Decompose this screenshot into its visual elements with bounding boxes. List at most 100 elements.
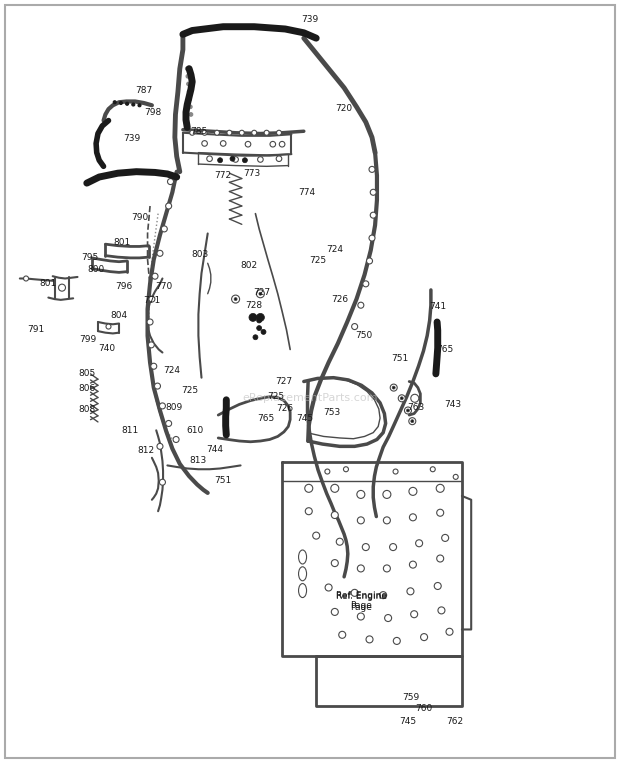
Text: 771: 771: [143, 296, 161, 305]
Circle shape: [159, 479, 166, 485]
Text: 741: 741: [429, 302, 446, 311]
Circle shape: [312, 532, 320, 539]
Text: Page: Page: [350, 601, 373, 610]
Text: Ref. Engine: Ref. Engine: [336, 592, 387, 601]
Circle shape: [138, 104, 141, 107]
Text: 726: 726: [277, 404, 294, 414]
Circle shape: [366, 258, 373, 264]
Circle shape: [126, 102, 128, 105]
Circle shape: [305, 485, 312, 492]
Circle shape: [220, 140, 226, 146]
Circle shape: [415, 539, 423, 547]
Text: 724: 724: [326, 245, 343, 254]
Text: 750: 750: [355, 331, 373, 340]
Circle shape: [407, 588, 414, 595]
Text: 804: 804: [110, 311, 128, 320]
Text: 745: 745: [296, 414, 313, 423]
Circle shape: [161, 226, 167, 232]
Circle shape: [453, 475, 458, 479]
Text: eReplacementParts.com: eReplacementParts.com: [242, 393, 378, 404]
Circle shape: [270, 141, 276, 147]
Circle shape: [392, 386, 395, 389]
Text: 796: 796: [115, 282, 133, 291]
Text: 809: 809: [165, 403, 182, 412]
Text: 806: 806: [78, 384, 95, 393]
Text: 772: 772: [215, 171, 232, 180]
Circle shape: [186, 75, 190, 78]
Circle shape: [232, 295, 239, 303]
Circle shape: [336, 538, 343, 546]
Circle shape: [24, 276, 29, 281]
Text: 791: 791: [27, 325, 45, 334]
Circle shape: [363, 281, 369, 287]
Text: 813: 813: [190, 456, 207, 465]
Circle shape: [253, 335, 258, 340]
Text: 727: 727: [254, 288, 271, 298]
Text: 751: 751: [215, 476, 232, 485]
Circle shape: [436, 485, 444, 492]
Circle shape: [389, 543, 397, 551]
Circle shape: [436, 509, 444, 517]
Text: 610: 610: [187, 426, 204, 435]
Circle shape: [357, 517, 365, 524]
Circle shape: [106, 324, 111, 329]
Circle shape: [409, 513, 417, 521]
Text: 765: 765: [436, 345, 454, 354]
Text: 801: 801: [113, 238, 130, 247]
Circle shape: [149, 296, 155, 302]
Circle shape: [189, 113, 193, 116]
Circle shape: [257, 314, 264, 321]
Text: 744: 744: [206, 445, 223, 454]
Circle shape: [409, 488, 417, 495]
Circle shape: [383, 491, 391, 498]
Circle shape: [407, 409, 409, 412]
Text: 803: 803: [192, 250, 209, 259]
Circle shape: [132, 103, 135, 106]
Circle shape: [58, 284, 66, 291]
Circle shape: [441, 534, 449, 542]
Circle shape: [257, 290, 264, 298]
Circle shape: [411, 420, 414, 423]
Circle shape: [227, 130, 232, 135]
Text: 725: 725: [267, 392, 285, 401]
Circle shape: [215, 130, 219, 135]
Circle shape: [276, 156, 282, 162]
Circle shape: [187, 90, 191, 93]
Text: 739: 739: [301, 14, 319, 24]
Circle shape: [279, 141, 285, 147]
Circle shape: [352, 324, 358, 330]
Circle shape: [404, 407, 412, 414]
Circle shape: [230, 156, 235, 161]
Text: 795: 795: [81, 253, 99, 262]
Text: Ref. Engine: Ref. Engine: [336, 591, 387, 600]
Circle shape: [257, 326, 262, 330]
Text: 774: 774: [298, 188, 316, 197]
Text: 785: 785: [190, 127, 207, 136]
Text: 762: 762: [446, 716, 463, 726]
Circle shape: [383, 565, 391, 572]
Circle shape: [252, 130, 257, 135]
Circle shape: [154, 383, 161, 389]
Circle shape: [188, 98, 192, 101]
Circle shape: [409, 417, 416, 425]
Text: 763: 763: [407, 403, 424, 412]
Circle shape: [245, 141, 251, 147]
Circle shape: [358, 302, 364, 308]
Circle shape: [366, 636, 373, 643]
Circle shape: [420, 633, 428, 641]
Circle shape: [190, 130, 195, 135]
Circle shape: [370, 189, 376, 195]
Text: 753: 753: [323, 407, 340, 417]
Circle shape: [232, 156, 239, 163]
Text: 760: 760: [415, 703, 433, 713]
Circle shape: [152, 273, 158, 279]
Circle shape: [277, 130, 281, 135]
Circle shape: [409, 561, 417, 568]
Circle shape: [362, 543, 370, 551]
Circle shape: [167, 179, 174, 185]
Text: 811: 811: [122, 426, 139, 435]
Circle shape: [305, 507, 312, 515]
Text: 799: 799: [79, 335, 97, 344]
Circle shape: [173, 436, 179, 443]
Circle shape: [147, 319, 153, 325]
